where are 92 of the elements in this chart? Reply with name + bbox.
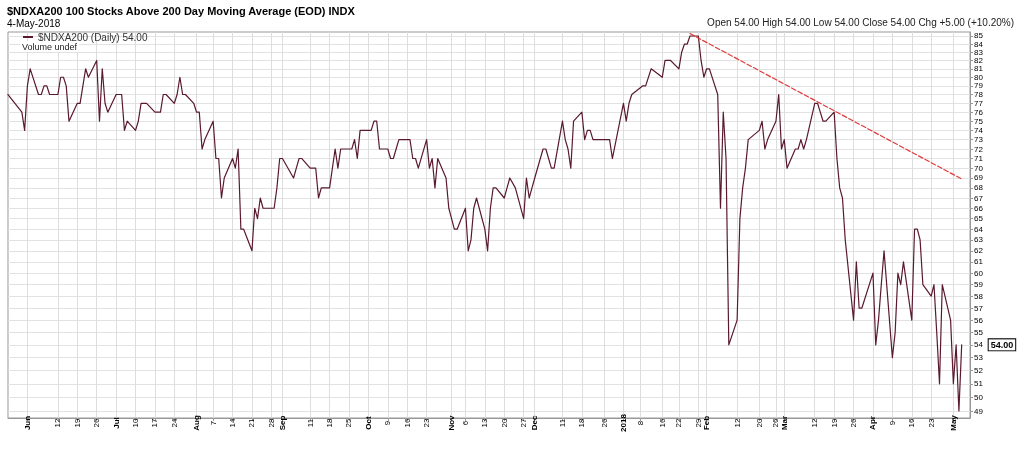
y-tick-label: 67 [974,193,984,203]
y-tick-label: 56 [974,315,984,325]
y-tick-label: 54 [974,340,984,350]
text: 54.00 [990,339,1014,350]
x-tick-label: 9 [383,420,393,426]
y-tick-label: 58 [974,291,984,301]
y-tick-label: 59 [974,280,984,290]
y-tick-label: 73 [974,135,984,145]
legend-label: $NDXA200 (Daily) 54.00 [38,31,148,43]
y-tick-label: 79 [974,81,984,91]
x-tick-label: 22 [674,418,684,428]
y-tick-label: 82 [974,55,984,65]
x-tick-label: 12 [732,418,742,428]
y-tick-label: 55 [974,327,984,337]
y-tick-label: 78 [974,90,984,100]
y-tick-label: 84 [974,39,984,49]
x-tick-label: 19 [829,418,839,428]
y-tick-label: 64 [974,224,984,234]
x-tick-label: Sep [277,415,287,431]
x-tick-label: Apr [868,416,878,430]
x-tick-label: Feb [702,415,712,431]
text: Open 54.00 High 54.00 Low 54.00 Close 54.00 Chg +5.00 (+10.20%) [707,16,1015,28]
x-tick-label: Jun [22,415,32,431]
x-tick-label: 23 [926,418,936,428]
y-tick-label: 61 [974,257,984,267]
y-tick-label: 50 [974,392,984,402]
line-series [7,35,963,412]
y-tick-label: 52 [974,366,984,376]
x-tick-label: 25 [344,418,354,428]
x-tick-label: 16 [402,418,412,428]
y-tick-label: 60 [974,268,984,278]
x-tick-label: 14 [228,418,238,428]
chart-title: $NDXA200 100 Stocks Above 200 Day Moving Average (EOD) INDX [7,4,356,17]
x-tick-label: 9 [887,420,897,426]
y-tick-label: 75 [974,116,984,126]
x-tick-label: 24 [169,418,179,428]
x-tick-label: 8 [635,420,645,426]
x-tick-label: Jul [111,417,121,429]
x-tick-label: 13 [480,418,490,428]
x-tick-label: 6 [460,420,470,426]
x-tick-label: 23 [422,418,432,428]
y-tick-label: 66 [974,203,984,213]
y-tick-label: 65 [974,214,984,224]
y-tick-label: 70 [974,163,984,173]
x-tick-label: 16 [657,418,667,428]
x-tick-label: 26 [599,418,609,428]
y-tick-label: 74 [974,125,984,135]
y-tick-label: 49 [974,406,984,416]
x-tick-label: 17 [150,418,160,428]
x-tick-label: 20 [499,418,509,428]
x-tick-label: Dec [530,415,540,431]
x-tick-label: 21 [247,418,257,428]
chart-subtitle: 4-May-2018 [7,17,61,29]
x-tick-label: 19 [72,418,82,428]
y-tick-label: 72 [974,144,984,154]
x-tick-label: 26 [92,418,102,428]
y-tick-label: 71 [974,154,984,164]
x-tick-label: 11 [305,418,315,428]
y-tick-label: 83 [974,47,984,57]
x-tick-label: 28 [266,418,276,428]
x-tick-label: Aug [192,415,202,431]
y-tick-label: 80 [974,72,984,82]
y-tick-label: 51 [974,379,984,389]
x-tick-label: 18 [577,418,587,428]
y-tick-label: 69 [974,173,984,183]
x-tick-label: 18 [325,418,335,428]
x-tick-label: 7 [208,420,218,426]
x-tick-label: 26 [849,418,859,428]
y-tick-label: 57 [974,303,984,313]
x-tick-label: 27 [519,418,529,428]
y-tick-label: 77 [974,98,984,108]
x-tick-label: 20 [754,418,764,428]
annotation: Volume undef [22,41,78,52]
x-tick-label: 29 [693,418,703,428]
y-tick-label: 62 [974,246,984,256]
x-tick-label: 26 [771,418,781,428]
x-tick-label: 11 [557,418,567,428]
y-tick-label: 63 [974,235,984,245]
y-tick-label: 53 [974,353,984,363]
x-tick-label: Oct [363,416,373,430]
x-tick-label: 2018 [618,413,628,432]
x-tick-label: 12 [810,418,820,428]
x-tick-label: Nov [447,414,457,431]
y-tick-label: 81 [974,64,984,74]
x-tick-label: 10 [131,418,141,428]
y-tick-label: 85 [974,31,984,41]
x-tick-label: Mar [779,415,789,431]
x-tick-label: 16 [907,418,917,428]
x-tick-label: May [948,414,958,431]
x-tick-label: 12 [53,418,63,428]
y-tick-label: 68 [974,183,984,193]
y-tick-label: 76 [974,107,984,117]
